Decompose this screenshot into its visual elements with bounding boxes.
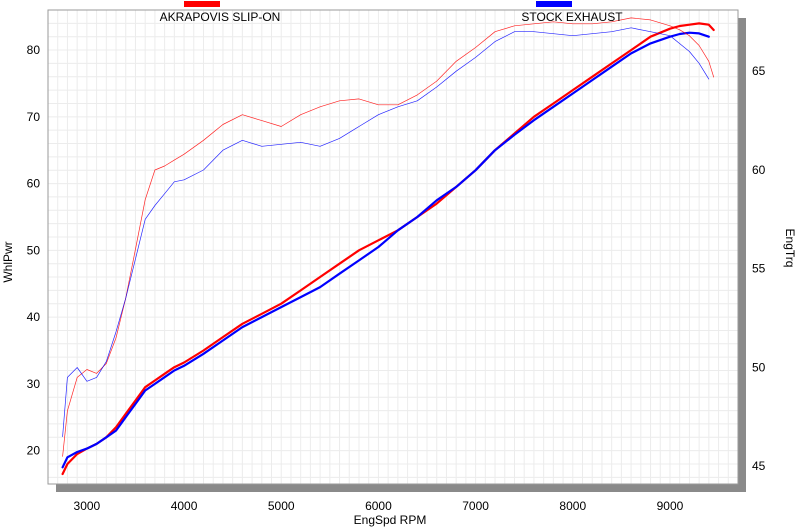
x-tick-label: 5000 xyxy=(268,499,295,513)
x-tick-label: 7000 xyxy=(462,499,489,513)
axis-ticks: 3000 4000 5000 6000 7000 8000 9000 20 30 40 50 60 70… xyxy=(27,43,766,513)
y2-tick-label: 60 xyxy=(752,163,766,177)
x-axis-title: EngSpd RPM xyxy=(354,513,427,527)
y-axis-title: WhlPwr xyxy=(1,241,15,282)
power-series-line xyxy=(61,31,710,469)
torque-series-line xyxy=(62,27,710,437)
x-tick-label: 3000 xyxy=(74,499,101,513)
legend-swatch xyxy=(536,1,572,7)
power-series-line xyxy=(61,22,715,476)
x-tick-label: 9000 xyxy=(657,499,684,513)
legend: AKRAPOVIS SLIP-ON STOCK EXHAUST xyxy=(160,1,623,24)
y-tick-label: 80 xyxy=(27,43,41,57)
plot-shadow-bottom xyxy=(56,484,746,492)
legend-label: AKRAPOVIS SLIP-ON xyxy=(160,10,281,24)
plot-shadow-right xyxy=(738,18,746,492)
y-tick-label: 40 xyxy=(27,310,41,324)
y2-tick-label: 65 xyxy=(752,64,766,78)
x-tick-label: 8000 xyxy=(559,499,586,513)
legend-label: STOCK EXHAUST xyxy=(521,10,623,24)
x-tick-label: 6000 xyxy=(365,499,392,513)
grid xyxy=(48,9,738,484)
y2-axis-title: EngTrq xyxy=(783,229,797,268)
plot-border xyxy=(47,9,739,485)
series-layer xyxy=(61,17,715,476)
y-tick-label: 20 xyxy=(27,444,41,458)
y-tick-label: 50 xyxy=(27,243,41,257)
y2-tick-label: 55 xyxy=(752,262,766,276)
torque-series-line xyxy=(62,17,715,457)
y-tick-label: 30 xyxy=(27,377,41,391)
y2-tick-label: 50 xyxy=(752,360,766,374)
legend-swatch xyxy=(184,1,220,7)
y-tick-label: 60 xyxy=(27,177,41,191)
y2-tick-label: 45 xyxy=(752,459,766,473)
x-tick-label: 4000 xyxy=(171,499,198,513)
y-tick-label: 70 xyxy=(27,110,41,124)
plot-frame xyxy=(47,9,746,492)
